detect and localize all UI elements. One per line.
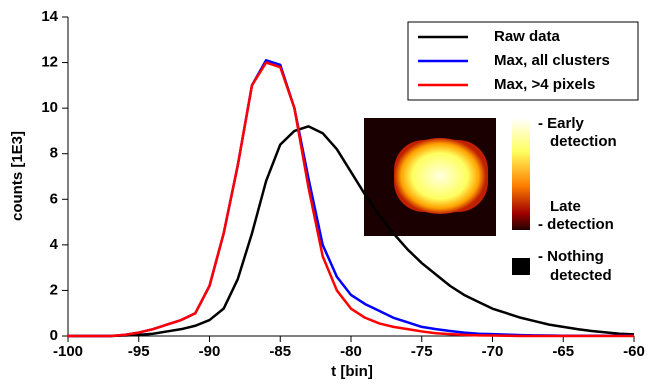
y-tick-label: 12 [41, 54, 58, 71]
x-tick-label: -80 [340, 343, 362, 360]
y-tick-label: 2 [50, 281, 58, 298]
colorbar-label: detected [550, 267, 612, 284]
colorbar-label: - Nothing [538, 248, 604, 265]
y-tick-label: 8 [50, 145, 58, 162]
inset-image [364, 118, 530, 275]
x-tick-label: -90 [199, 343, 221, 360]
x-axis-label: t [bin] [331, 363, 373, 380]
y-tick-label: 0 [50, 327, 58, 344]
colorbar-label: detection [550, 133, 617, 150]
chart: t [bin] counts [1E3] 0 2 4 6 8 10 12 14 -100 -95 -… [0, 0, 656, 386]
nothing-swatch [512, 258, 530, 275]
y-tick-label: 4 [50, 236, 59, 253]
colorbar-label: - Early [538, 115, 585, 132]
colorbar [512, 118, 530, 230]
x-tick-label: -95 [128, 343, 150, 360]
legend-label: Max, all clusters [494, 52, 610, 69]
x-tick-label: -85 [269, 343, 291, 360]
y-tick-label: 10 [41, 99, 58, 116]
x-tick-label: -100 [53, 343, 83, 360]
inset-blob [394, 138, 486, 214]
x-tick-label: -75 [411, 343, 433, 360]
y-axis-label: counts [1E3] [9, 131, 26, 221]
legend-label: Max, >4 pixels [494, 76, 595, 93]
y-tick-label: 14 [41, 8, 58, 25]
legend-label: Raw data [494, 28, 561, 45]
x-tick-label: -60 [623, 343, 645, 360]
y-tick-label: 6 [50, 190, 58, 207]
colorbar-label: - detection [538, 216, 614, 233]
x-tick-label: -65 [552, 343, 574, 360]
colorbar-label: Late [550, 198, 581, 215]
x-tick-label: -70 [482, 343, 504, 360]
